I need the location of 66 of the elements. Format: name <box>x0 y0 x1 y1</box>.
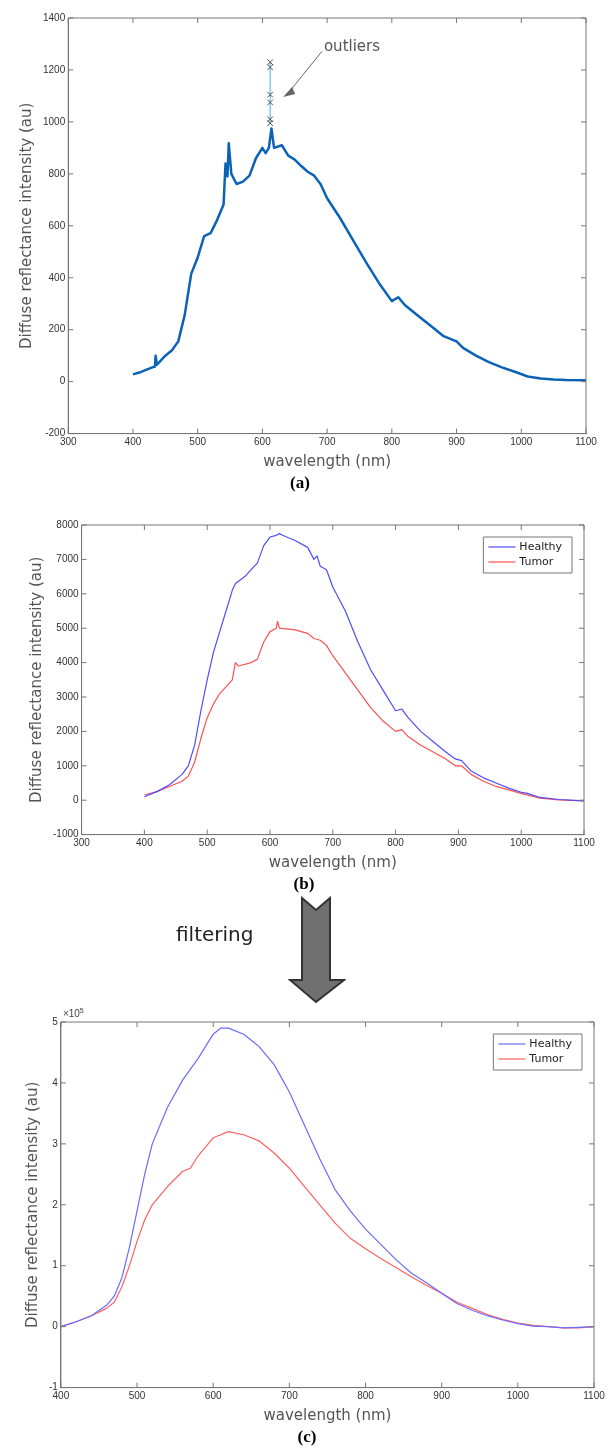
y-tick-label: 5 <box>52 1015 59 1027</box>
y-tick-label: 0 <box>52 1320 59 1332</box>
y-axis-title: Diffuse reflectance intensity (au) <box>22 1081 41 1328</box>
y-tick-label: 4 <box>52 1076 59 1088</box>
x-tick-label: 900 <box>448 436 466 448</box>
y-tick-label: 800 <box>48 167 66 179</box>
y-tick-label: 1000 <box>56 759 80 771</box>
y-tick-label: 1400 <box>43 11 66 23</box>
y-tick-label: 3 <box>52 1137 59 1149</box>
y-tick-label: 7000 <box>56 553 80 565</box>
y-tick-label: 8000 <box>56 518 80 530</box>
x-tick-label: 700 <box>318 436 336 448</box>
x-tick-label: 300 <box>59 436 78 448</box>
x-axis-title: wavelength (nm) <box>268 853 397 872</box>
x-tick-label: 600 <box>261 837 279 849</box>
x-tick-label: 1000 <box>510 837 533 849</box>
y-tick-label: -1 <box>48 1381 59 1393</box>
x-tick-label: 700 <box>324 837 342 849</box>
x-tick-label: 1100 <box>583 1390 606 1402</box>
x-tick-label: 500 <box>189 436 207 448</box>
y-tick-label: 3000 <box>56 690 80 702</box>
legend-label: Tumor <box>518 554 554 568</box>
x-tick-label: 500 <box>198 837 216 849</box>
x-tick-label: 300 <box>73 837 91 849</box>
y-tick-label: 1200 <box>43 63 66 75</box>
legend-label: Healthy <box>519 539 563 553</box>
y-tick-label: 5000 <box>56 621 80 633</box>
y-tick-label: 600 <box>48 219 66 231</box>
x-tick-label: 900 <box>450 837 468 849</box>
y-tick-label: -1000 <box>53 828 80 840</box>
x-tick-label: 1000 <box>510 436 533 448</box>
x-tick-label: 900 <box>433 1390 451 1402</box>
x-tick-label: 600 <box>254 436 272 448</box>
y-tick-label: 0 <box>73 793 80 805</box>
x-tick-label: 800 <box>383 436 401 448</box>
text: filtering <box>176 922 254 946</box>
legend-label: Healthy <box>529 1036 573 1050</box>
y-tick-label: 2 <box>52 1198 59 1210</box>
x-tick-label: 800 <box>357 1390 375 1402</box>
y-axis-title: Diffuse reflectance intensity (au) <box>26 556 45 803</box>
legend-label: Tumor <box>528 1051 564 1065</box>
x-tick-label: 500 <box>128 1390 146 1402</box>
x-tick-label: 400 <box>124 436 142 448</box>
y-tick-label: 6000 <box>56 587 80 599</box>
y-tick-label: 400 <box>48 271 66 283</box>
x-tick-label: 1000 <box>506 1390 530 1402</box>
y-tick-label: 200 <box>48 323 66 335</box>
y-axis-title: Diffuse reflectance intensity (au) <box>16 102 35 349</box>
y-tick-label: 1 <box>52 1259 59 1271</box>
y-tick-label: 4000 <box>56 656 80 668</box>
text: (a) <box>290 473 310 493</box>
x-tick-label: 400 <box>136 837 154 849</box>
annotation: outliers <box>323 37 381 56</box>
y-tick-label: 1000 <box>43 115 66 127</box>
text: (b) <box>293 874 315 894</box>
y-tick-label: 0 <box>59 375 66 387</box>
x-axis-title: wavelength (nm) <box>263 1406 392 1425</box>
y-tick-label: -200 <box>45 427 66 439</box>
text: (c) <box>297 1427 317 1447</box>
x-tick-label: 700 <box>281 1390 299 1402</box>
x-tick-label: 800 <box>387 837 405 849</box>
x-tick-label: 600 <box>204 1390 222 1402</box>
x-axis-title: wavelength (nm) <box>263 452 392 471</box>
x-tick-label: 1100 <box>573 837 596 849</box>
x-tick-label: 1100 <box>575 436 598 448</box>
y-tick-label: 2000 <box>56 725 80 737</box>
